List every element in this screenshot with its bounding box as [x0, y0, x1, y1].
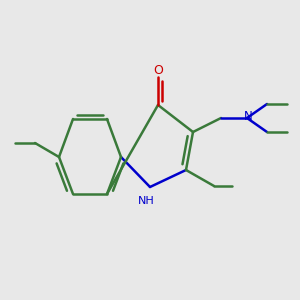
Text: O: O [153, 64, 163, 76]
Text: N: N [244, 110, 252, 124]
Text: NH: NH [138, 196, 154, 206]
